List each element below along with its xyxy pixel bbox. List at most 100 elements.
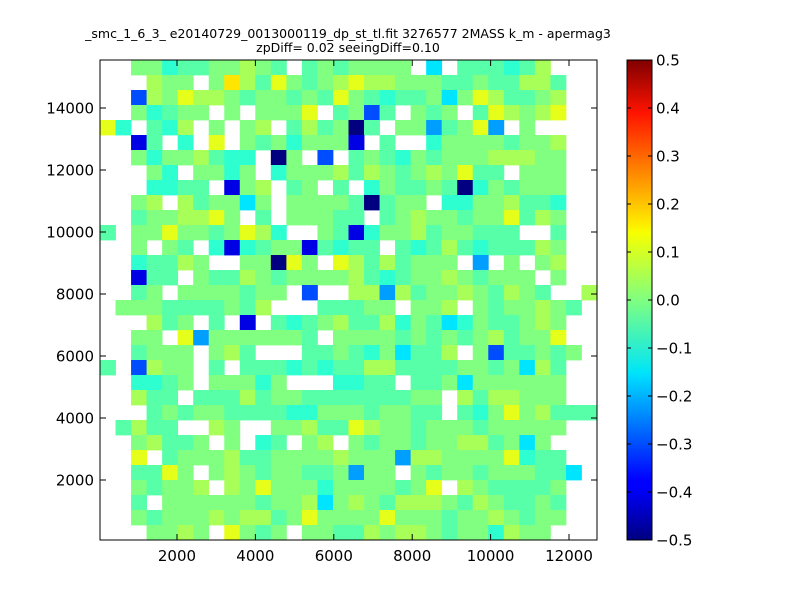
heatmap-cell [457,150,474,166]
heatmap-cell [348,135,365,151]
heatmap-cell [519,495,536,511]
heatmap-cell [534,105,551,121]
heatmap-cell [146,390,163,406]
heatmap-cell [332,225,349,241]
heatmap-cell [457,135,474,151]
heatmap-cell [146,165,163,181]
heatmap-cell [255,120,272,136]
heatmap-cell [364,465,380,481]
heatmap-cell [426,270,443,286]
heatmap-cell [457,315,474,331]
heatmap-cell [488,120,505,136]
heatmap-cell [162,270,179,286]
heatmap-cell [270,525,287,541]
heatmap-cell [550,270,567,286]
heatmap-cell [457,210,474,226]
heatmap-cell [162,120,179,136]
heatmap-cell [457,285,474,301]
heatmap-cell [426,330,443,346]
heatmap-cell [301,120,318,136]
heatmap-cell [115,420,132,436]
colorbar-tick-label: 0.5 [656,52,680,70]
heatmap-cell [534,150,551,166]
heatmap-cell [441,75,458,91]
heatmap-cell [193,150,210,166]
heatmap-cell [162,210,179,226]
heatmap-cell [472,105,489,121]
heatmap-cell [519,360,536,376]
heatmap-cell [332,270,349,286]
heatmap-cell [270,375,287,391]
heatmap-cell [177,510,194,526]
heatmap-cell [519,105,536,121]
heatmap-cell [224,180,241,196]
heatmap-cell [395,150,412,166]
heatmap-cell [332,255,349,271]
heatmap-cell [239,495,256,511]
heatmap-cell [162,240,179,256]
heatmap-cell [239,225,256,241]
heatmap-cell [208,195,225,211]
heatmap-cell [332,180,349,196]
heatmap-cell [255,90,272,106]
heatmap-cell [534,375,551,391]
heatmap-cell [208,465,225,481]
heatmap-cell [146,105,163,121]
heatmap-cell [519,525,536,541]
heatmap-cell [348,195,365,211]
heatmap-cell [162,510,179,526]
heatmap-cell [332,495,349,511]
heatmap-cell [379,270,396,286]
y-axis: 2000 4000 6000 8000 10000 12000 14000 [46,99,597,490]
heatmap-cell [395,240,412,256]
heatmap-cell [348,165,365,181]
heatmap-cell [255,285,272,301]
heatmap-cell [519,210,536,226]
heatmap-cell [131,135,147,151]
heatmap-cell [364,525,380,541]
heatmap-cell [410,105,427,121]
heatmap-cell [488,285,505,301]
heatmap-cell [239,300,256,316]
colorbar-tick-label: −0.1 [656,340,692,358]
heatmap-cell [519,240,536,256]
heatmap-cell [162,525,179,541]
heatmap-cell [131,105,147,121]
heatmap-cell [317,495,334,511]
heatmap-cell [395,420,412,436]
heatmap-cell [426,240,443,256]
heatmap-cell [146,270,163,286]
heatmap-cell [379,75,396,91]
y-tick-label: 12000 [46,161,94,179]
heatmap-cell [332,165,349,181]
heatmap-cell [301,90,318,106]
heatmap-cell [364,330,380,346]
heatmap-cell [503,330,520,346]
heatmap-cell [146,375,163,391]
heatmap-cell [488,195,505,211]
heatmap-cell [317,120,334,136]
heatmap-cell [177,315,194,331]
heatmap-cell [270,255,287,271]
heatmap-cell [426,150,443,166]
heatmap-cell [534,405,551,421]
heatmap-cell [379,90,396,106]
colorbar-tick-label: −0.5 [656,532,692,550]
heatmap-cell [162,180,179,196]
heatmap-cell [441,375,458,391]
heatmap-cell [270,75,287,91]
heatmap-cell [270,240,287,256]
heatmap-cell [301,60,318,76]
heatmap-cell [348,405,365,421]
heatmap-cell [332,525,349,541]
heatmap-cell [177,345,194,361]
heatmap-cell [208,330,225,346]
heatmap-cell [550,300,567,316]
heatmap-cell [224,75,241,91]
colorbar-tick-label: 0.4 [656,100,680,118]
heatmap-cell [503,525,520,541]
heatmap-cell [332,420,349,436]
heatmap-cell [395,480,412,496]
heatmap-cell [472,420,489,436]
heatmap-cell [379,435,396,451]
